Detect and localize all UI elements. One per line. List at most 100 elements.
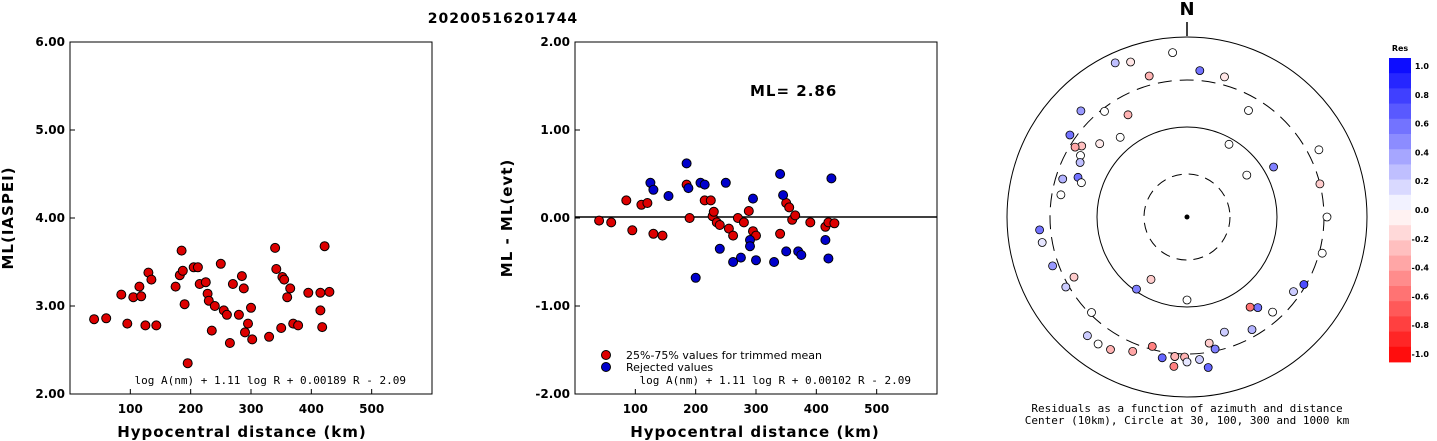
p1-x-tick-label: 300 xyxy=(238,402,263,416)
p2-y-tick-label: 0.00 xyxy=(540,211,570,225)
station-residual-point xyxy=(1070,142,1080,152)
colorbar-label: 0.2 xyxy=(1415,177,1429,186)
p2-series-0-point xyxy=(829,218,840,229)
station-residual-point xyxy=(1245,302,1255,312)
p2-series-0-point xyxy=(606,217,617,228)
p1-series-0-point xyxy=(122,318,133,329)
station-residual-point xyxy=(1083,331,1092,341)
station-residual-point xyxy=(1075,158,1085,167)
p2-series-1-point xyxy=(720,177,731,188)
p2-series-1-point xyxy=(663,191,674,201)
colorbar-swatch xyxy=(1389,88,1411,104)
station-residual-point xyxy=(1110,58,1120,68)
p2-x-tick-label: 100 xyxy=(623,402,648,416)
station-residual-point xyxy=(1056,190,1066,200)
colorbar-swatch xyxy=(1389,73,1411,89)
p2-series-1-point xyxy=(735,252,746,263)
p2-series-0-point xyxy=(642,198,653,208)
p2-series-0-point xyxy=(728,230,739,241)
station-residual-point xyxy=(1035,225,1044,235)
colorbar-swatch xyxy=(1389,134,1411,150)
legend-label-rejected: Rejected values xyxy=(626,361,713,374)
p2-series-0-point xyxy=(714,220,725,230)
colorbar-swatch xyxy=(1389,194,1411,211)
station-residual-point xyxy=(1210,344,1220,354)
legend-marker-trimmed xyxy=(601,350,611,360)
ml-iaspei-x-ticks: 100 200 300 400 500 xyxy=(118,389,384,416)
station-residual-point xyxy=(1269,162,1278,172)
station-residual-point xyxy=(1315,179,1325,189)
colorbar-swatch xyxy=(1389,164,1411,180)
p1-series-0-point xyxy=(247,334,258,345)
p1-series-0-point xyxy=(224,338,235,348)
figure-title: 20200516201744 xyxy=(428,11,578,27)
p1-x-tick-label: 200 xyxy=(178,402,203,416)
p1-y-tick-label: 3.00 xyxy=(35,299,65,313)
ml-residual-formula: log A(nm) + 1.11 log R + 0.00102 R - 2.0… xyxy=(639,374,911,387)
colorbar-swatch xyxy=(1389,225,1411,241)
colorbar-swatch xyxy=(1389,149,1411,165)
p1-series-0-point xyxy=(319,241,330,252)
p1-x-tick-label: 100 xyxy=(118,402,143,416)
ml-iaspei-points xyxy=(89,241,335,369)
colorbar-swatch xyxy=(1389,255,1411,272)
p2-series-0-point xyxy=(594,215,605,226)
p2-series-1-point xyxy=(699,179,710,190)
p2-series-1-point xyxy=(769,257,780,267)
station-residual-point xyxy=(1087,308,1096,317)
station-residual-point xyxy=(1058,174,1068,184)
station-residual-point xyxy=(1132,284,1141,294)
p2-series-0-point xyxy=(648,228,659,239)
p2-series-1-point xyxy=(728,257,739,267)
ml-residual-y-ticks: -2.00 -1.00 0.00 1.00 2.00 xyxy=(535,35,580,401)
p1-x-tick-label: 400 xyxy=(299,402,324,416)
ml-iaspei-panel: 100 200 300 400 500 2.00 3.00 4.00 5.00 6.00 Hyp… xyxy=(0,35,433,441)
colorbar-swatch xyxy=(1389,240,1411,256)
station-residual-point xyxy=(1314,145,1324,155)
p1-series-0-point xyxy=(209,301,220,311)
p1-series-0-point xyxy=(279,274,290,285)
epicenter-marker xyxy=(1184,214,1190,220)
azimuth-residual-panel: N Residuals as a function of azimuth and… xyxy=(1006,0,1368,427)
p1-series-0-point xyxy=(140,320,151,331)
polar-caption-line2: Center (10km), Circle at 30, 100, 300 an… xyxy=(1025,414,1350,427)
station-residual-point xyxy=(1195,355,1204,364)
ml-residual-panel: 100 200 300 400 500 -2.00 -1.00 0.00 1.00 2.00 M… xyxy=(498,35,938,441)
p1-series-0-point xyxy=(101,313,112,324)
p1-series-0-point xyxy=(182,358,193,369)
p1-series-0-point xyxy=(282,292,293,303)
ml-residual-legend: 25%-75% values for trimmed mean Rejected… xyxy=(601,349,822,374)
colorbar-swatch xyxy=(1389,270,1411,287)
colorbar-label: 0.4 xyxy=(1415,148,1430,157)
p2-y-tick-label: -2.00 xyxy=(535,387,570,401)
azimuth-residual-points xyxy=(1035,48,1332,372)
ml-iaspei-x-axis-label: Hypocentral distance (km) xyxy=(117,423,367,441)
p1-series-0-point xyxy=(146,274,157,285)
p1-y-tick-label: 4.00 xyxy=(35,211,65,225)
p2-series-1-point xyxy=(683,183,694,194)
station-residual-point xyxy=(1170,352,1180,361)
colorbar-label: -1.0 xyxy=(1412,350,1430,359)
station-residual-point xyxy=(1268,307,1277,317)
colorbar-label: -0.4 xyxy=(1412,264,1430,273)
polar-caption-line1: Residuals as a function of azimuth and d… xyxy=(1031,402,1342,415)
colorbar-labels: 1.0 0.8 0.6 0.4 0.2 0.0 -0.2 -0.4 -0.6 -0.8 -1.0 xyxy=(1412,62,1430,359)
p2-series-1-point xyxy=(796,250,807,260)
station-residual-point xyxy=(1144,71,1154,81)
p1-series-0-point xyxy=(179,299,190,310)
station-residual-point xyxy=(1244,106,1253,115)
colorbar-label: -0.2 xyxy=(1412,235,1430,244)
station-residual-point xyxy=(1048,261,1057,271)
p1-series-0-point xyxy=(270,242,281,253)
p2-series-1-point xyxy=(775,169,786,179)
p2-x-tick-label: 400 xyxy=(804,402,829,416)
station-residual-point xyxy=(1220,327,1229,337)
p1-series-0-point xyxy=(317,322,328,333)
station-residual-point xyxy=(1195,66,1205,75)
legend-marker-rejected xyxy=(601,362,611,372)
colorbar-swatch xyxy=(1389,179,1411,196)
p1-series-0-point xyxy=(238,283,249,294)
ml-residual-points xyxy=(594,158,840,283)
station-residual-point xyxy=(1115,132,1125,142)
p1-series-0-point xyxy=(315,287,326,298)
